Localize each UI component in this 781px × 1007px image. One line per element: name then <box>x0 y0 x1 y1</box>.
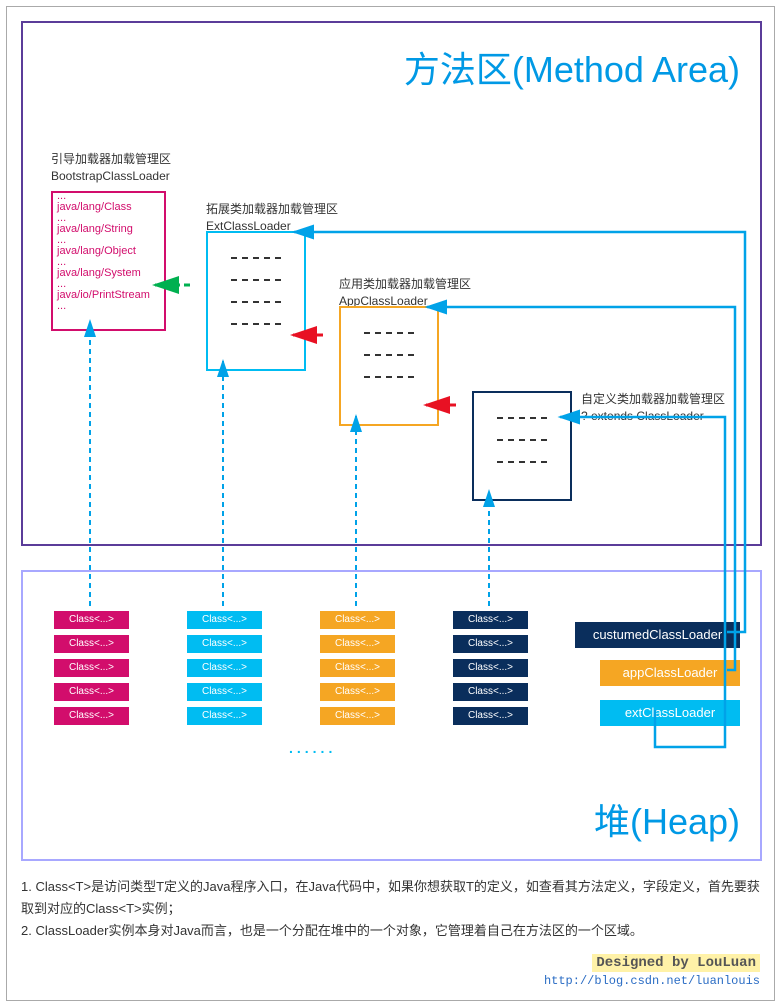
bootstrap-label-en: BootstrapClassLoader <box>51 168 171 185</box>
bootstrap-box: ... java/lang/Class...java/lang/String..… <box>51 191 166 331</box>
class-pill: Class<...> <box>320 635 395 653</box>
class-pill: Class<...> <box>453 611 528 629</box>
ext-line <box>231 257 281 259</box>
ext-box <box>206 231 306 371</box>
bootstrap-item: java/lang/Class <box>53 199 164 215</box>
class-pill: Class<...> <box>320 611 395 629</box>
bootstrap-item: java/lang/Object <box>53 243 164 259</box>
app-line <box>364 376 414 378</box>
loader-app: appClassLoader <box>600 660 740 686</box>
heap-col: Class<...> Class<...> Class<...> Class<...>… <box>187 611 262 731</box>
class-pill: Class<...> <box>187 683 262 701</box>
bootstrap-item: java/lang/System <box>53 265 164 281</box>
loader-customed: custumedClassLoader <box>575 622 740 648</box>
custom-label: 自定义类加载器加载管理区 ? extends ClassLoader <box>581 391 725 425</box>
custom-line <box>497 439 547 441</box>
class-pill: Class<...> <box>320 683 395 701</box>
canvas-outer: 方法区(Method Area) 引导加载器加载管理区 BootstrapCla… <box>6 6 775 1001</box>
class-pill: Class<...> <box>187 635 262 653</box>
method-area-title: 方法区(Method Area) <box>404 41 740 93</box>
class-pill: Class<...> <box>187 707 262 725</box>
ext-line <box>231 301 281 303</box>
heap-col: Class<...> Class<...> Class<...> Class<...>… <box>54 611 129 731</box>
custom-label-cn: 自定义类加载器加载管理区 <box>581 391 725 408</box>
custom-label-en: ? extends ClassLoader <box>581 408 725 425</box>
class-pill: Class<...> <box>54 635 129 653</box>
class-pill: Class<...> <box>453 707 528 725</box>
class-pill: Class<...> <box>453 683 528 701</box>
app-label: 应用类加载器加载管理区 AppClassLoader <box>339 276 471 310</box>
credit-block: Designed by LouLuan http://blog.csdn.net… <box>544 953 760 988</box>
class-pill: Class<...> <box>320 707 395 725</box>
footnote-2: 2. ClassLoader实例本身对Java而言，也是一个分配在堆中的一个对象… <box>21 920 762 942</box>
class-pill: Class<...> <box>54 659 129 677</box>
class-pill: Class<...> <box>54 611 129 629</box>
app-label-cn: 应用类加载器加载管理区 <box>339 276 471 293</box>
heap-ellipsis: ...... <box>289 740 336 756</box>
loader-ext: extClassLoader <box>600 700 740 726</box>
class-pill: Class<...> <box>54 683 129 701</box>
footnote-1: 1. Class<T>是访问类型T定义的Java程序入口，在Java代码中，如果… <box>21 876 762 920</box>
class-pill: Class<...> <box>453 635 528 653</box>
class-pill: Class<...> <box>320 659 395 677</box>
ext-label: 拓展类加载器加载管理区 ExtClassLoader <box>206 201 338 235</box>
class-pill: Class<...> <box>453 659 528 677</box>
app-line <box>364 354 414 356</box>
ext-line <box>231 323 281 325</box>
app-line <box>364 332 414 334</box>
heap-title: 堆(Heap) <box>594 793 740 845</box>
bootstrap-label-cn: 引导加载器加载管理区 <box>51 151 171 168</box>
app-box <box>339 306 439 426</box>
method-area-region: 方法区(Method Area) 引导加载器加载管理区 BootstrapCla… <box>21 21 762 546</box>
bootstrap-ellipsis-bot: ... <box>53 303 164 309</box>
heap-col: Class<...> Class<...> Class<...> Class<...>… <box>320 611 395 731</box>
custom-line <box>497 417 547 419</box>
class-pill: Class<...> <box>187 659 262 677</box>
class-pill: Class<...> <box>187 611 262 629</box>
bootstrap-item: java/lang/String <box>53 221 164 237</box>
custom-box <box>472 391 572 501</box>
credit-url: http://blog.csdn.net/luanlouis <box>544 974 760 988</box>
ext-line <box>231 279 281 281</box>
bootstrap-item: java/io/PrintStream <box>53 287 164 303</box>
bootstrap-label: 引导加载器加载管理区 BootstrapClassLoader <box>51 151 171 185</box>
class-pill: Class<...> <box>54 707 129 725</box>
credit-by: Designed by LouLuan <box>592 954 760 972</box>
custom-line <box>497 461 547 463</box>
heap-col: Class<...> Class<...> Class<...> Class<...>… <box>453 611 528 731</box>
ext-label-cn: 拓展类加载器加载管理区 <box>206 201 338 218</box>
footnote-block: 1. Class<T>是访问类型T定义的Java程序入口，在Java代码中，如果… <box>21 876 762 942</box>
